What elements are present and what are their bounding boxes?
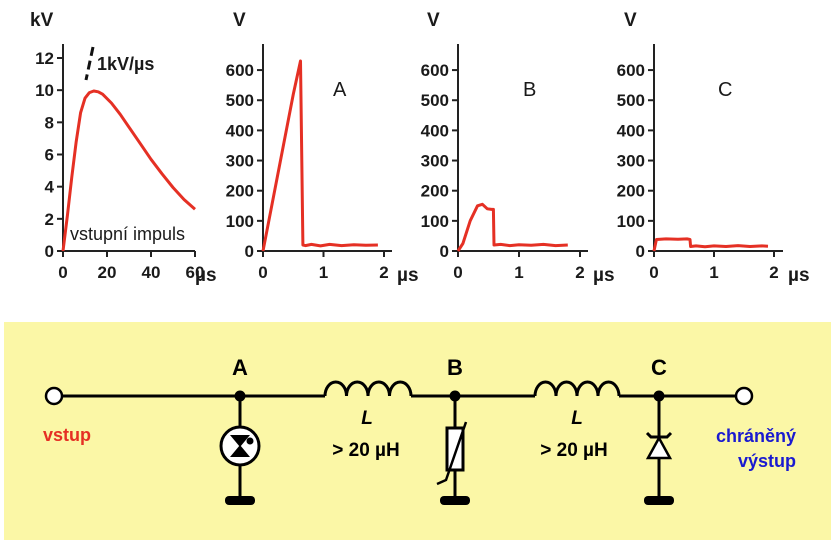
y-axis-unit: V <box>233 10 246 31</box>
varistor <box>436 396 470 505</box>
y-tick-label: 0 <box>245 242 254 261</box>
panel-label: B <box>523 79 536 101</box>
series-line <box>456 202 568 252</box>
x-tick-label: 0 <box>453 263 462 282</box>
x-tick-label: 1 <box>709 263 718 282</box>
slope-marker <box>84 46 95 81</box>
x-tick-label: 0 <box>649 263 658 282</box>
inductor-2-symbol: L <box>571 408 583 429</box>
y-tick-label: 400 <box>617 121 645 140</box>
y-tick-label: 8 <box>45 113 54 132</box>
y-tick-label: 4 <box>45 178 55 197</box>
chart-node-a: V 0 100 200 300 400 500 600 0 1 2 µs A <box>226 10 419 286</box>
x-ticks: 0 20 40 60 <box>58 251 204 282</box>
chart-node-c: V 0 100 200 300 400 500 600 0 1 2 µs C <box>617 10 810 286</box>
suppressor-diode <box>644 396 674 505</box>
x-ticks: 0 1 2 <box>258 251 389 282</box>
output-label-line1: chráněný <box>716 426 796 446</box>
y-ticks: 0 100 200 300 400 500 600 <box>617 61 654 261</box>
gas-discharge-tube <box>219 396 261 505</box>
y-tick-label: 600 <box>226 61 254 80</box>
series-line <box>261 59 378 252</box>
y-tick-label: 500 <box>226 91 254 110</box>
y-tick-label: 200 <box>421 182 449 201</box>
y-tick-label: 300 <box>226 152 254 171</box>
y-tick-label: 500 <box>617 91 645 110</box>
x-axis-unit: µs <box>397 265 419 286</box>
y-tick-label: 10 <box>35 81 54 100</box>
x-tick-label: 0 <box>58 263 67 282</box>
inductor-1-value: > 20 µH <box>332 440 399 461</box>
y-tick-label: 200 <box>617 182 645 201</box>
node-a-label: A <box>232 355 248 380</box>
y-tick-label: 100 <box>226 212 254 231</box>
x-axis-unit: µs <box>195 265 217 286</box>
x-ticks: 0 1 2 <box>453 251 585 282</box>
x-axis-unit: µs <box>788 265 810 286</box>
x-axis-unit: µs <box>593 265 615 286</box>
inductor-1-symbol: L <box>361 408 373 429</box>
x-tick-label: 2 <box>769 263 778 282</box>
y-tick-label: 100 <box>421 212 449 231</box>
y-axis-unit: V <box>427 10 440 31</box>
y-ticks: 0 100 200 300 400 500 600 <box>226 61 263 261</box>
y-tick-label: 0 <box>636 242 645 261</box>
y-tick-label: 0 <box>45 242 54 261</box>
panel-label: C <box>718 79 732 101</box>
input-terminal <box>44 386 64 406</box>
series-line <box>61 89 196 252</box>
x-tick-label: 1 <box>319 263 328 282</box>
y-tick-label: 400 <box>226 121 254 140</box>
y-tick-label: 300 <box>421 152 449 171</box>
inductor-2-value: > 20 µH <box>540 440 607 461</box>
y-axis-unit: V <box>624 10 637 31</box>
y-tick-label: 2 <box>45 210 54 229</box>
y-tick-label: 0 <box>440 242 449 261</box>
x-tick-label: 60 <box>186 263 205 282</box>
y-tick-label: 300 <box>617 152 645 171</box>
y-ticks: 0 2 4 6 8 10 12 <box>35 49 63 261</box>
output-terminal <box>734 386 754 406</box>
input-label: vstup <box>43 425 91 445</box>
x-tick-label: 20 <box>98 263 117 282</box>
y-ticks: 0 100 200 300 400 500 600 <box>421 61 458 261</box>
slope-annotation: 1kV/µs <box>97 54 154 74</box>
x-tick-label: 2 <box>575 263 584 282</box>
protection-circuit: vstup chráněný výstup A L > 20 µH B <box>4 322 831 540</box>
series-line <box>652 237 769 252</box>
y-tick-label: 600 <box>617 61 645 80</box>
y-tick-label: 100 <box>617 212 645 231</box>
y-tick-label: 400 <box>421 121 449 140</box>
y-tick-label: 12 <box>35 49 54 68</box>
x-tick-label: 0 <box>258 263 267 282</box>
circuit-background <box>4 322 831 540</box>
input-impulse-label: vstupní impuls <box>70 224 185 244</box>
y-tick-label: 500 <box>421 91 449 110</box>
x-tick-label: 2 <box>379 263 388 282</box>
node-b-label: B <box>447 355 463 380</box>
x-tick-label: 40 <box>142 263 161 282</box>
inductor-2 <box>533 380 621 397</box>
y-axis-unit: kV <box>30 10 54 31</box>
chart-input-impulse: kV 0 2 4 6 8 10 12 0 20 40 60 µs 1kV/µs vstupní i… <box>30 10 217 286</box>
x-tick-label: 1 <box>514 263 523 282</box>
y-tick-label: 600 <box>421 61 449 80</box>
x-ticks: 0 1 2 <box>649 251 779 282</box>
panel-label: A <box>333 79 347 101</box>
node-c-label: C <box>651 355 667 380</box>
chart-node-b: V 0 100 200 300 400 500 600 0 1 2 µs B <box>421 10 615 286</box>
output-label-line2: výstup <box>738 451 796 471</box>
y-tick-label: 200 <box>226 182 254 201</box>
y-tick-label: 6 <box>45 146 54 165</box>
inductor-1 <box>323 380 413 397</box>
